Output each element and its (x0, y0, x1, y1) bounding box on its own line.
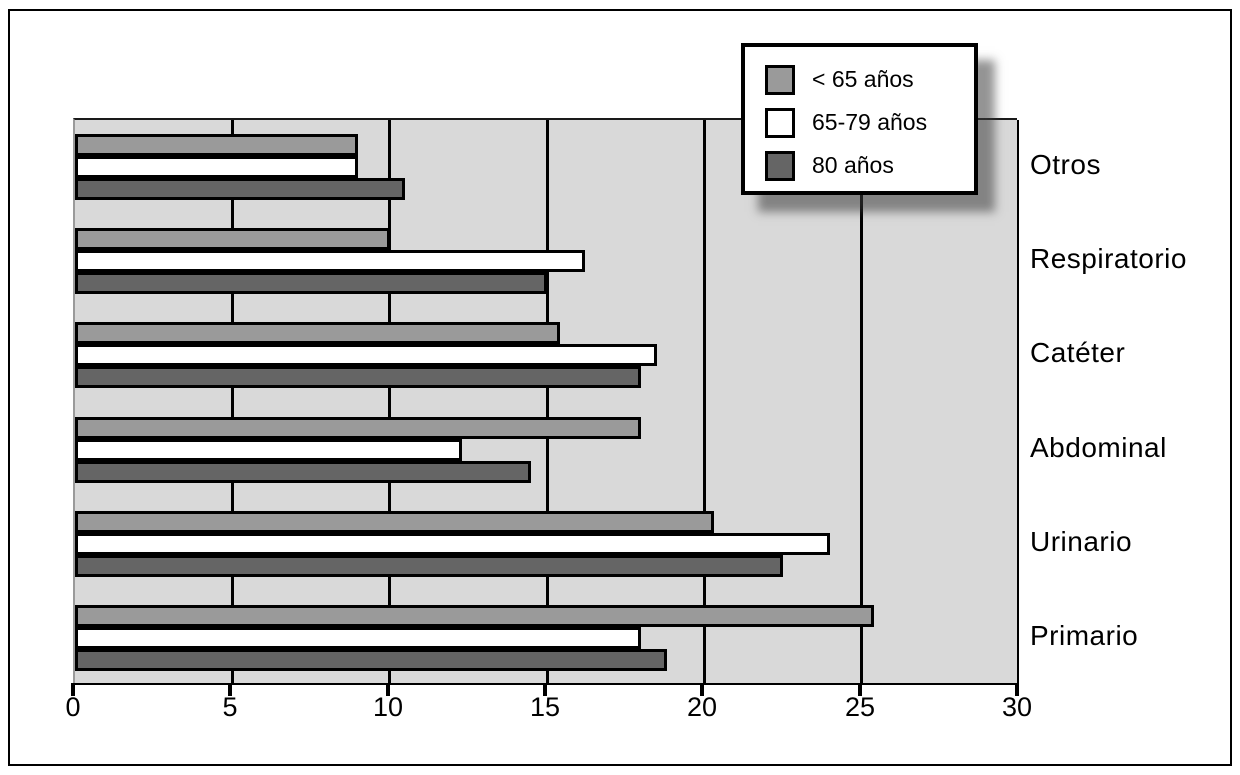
gridline-x-10 (388, 120, 391, 683)
gridline-x-30 (1017, 120, 1019, 683)
x-tick-label-5: 5 (222, 692, 238, 722)
gridline-x-5 (231, 120, 234, 683)
bar-respiratorio-series-1 (75, 250, 585, 272)
bar-respiratorio-series-0 (75, 228, 390, 250)
x-tick-label-0: 0 (65, 692, 81, 722)
category-label-cat-ter: Catéter (1030, 337, 1126, 368)
legend-label: 65-79 años (812, 109, 928, 135)
gridline-x-20 (703, 120, 706, 683)
legend-label: < 65 años (812, 66, 914, 92)
bar-respiratorio-series-2 (75, 272, 547, 294)
bar-abdominal-series-0 (75, 417, 641, 439)
bar-primario-series-1 (75, 627, 641, 649)
category-label-abdominal: Abdominal (1030, 432, 1167, 463)
x-tick-mark-25 (858, 683, 862, 696)
legend-label: 80 años (812, 152, 894, 178)
x-tick-label-25: 25 (844, 692, 876, 722)
category-label-primario: Primario (1030, 620, 1139, 651)
x-tick-label-15: 15 (529, 692, 561, 722)
bar-abdominal-series-2 (75, 461, 531, 483)
legend-swatch-icon (765, 107, 795, 138)
x-tick-mark-20 (700, 683, 704, 696)
legend-row-2: 80 años (765, 144, 974, 187)
bar-otros-series-0 (75, 134, 358, 156)
x-tick-mark-10 (386, 683, 390, 696)
legend-swatch-icon (765, 64, 795, 95)
bar-cat-ter-series-1 (75, 344, 657, 366)
bar-urinario-series-0 (75, 511, 714, 533)
x-tick-label-30: 30 (1001, 692, 1033, 722)
bar-cat-ter-series-2 (75, 366, 641, 388)
x-tick-mark-30 (1015, 683, 1019, 696)
bar-primario-series-2 (75, 649, 667, 671)
legend-row-1: 65-79 años (765, 101, 974, 144)
x-tick-mark-15 (543, 683, 547, 696)
legend: < 65 años 65-79 años 80 años (741, 43, 978, 195)
bar-urinario-series-1 (75, 533, 830, 555)
bar-otros-series-1 (75, 156, 358, 178)
plot-area (73, 118, 1019, 683)
category-label-respiratorio: Respiratorio (1030, 243, 1187, 274)
gridline-x-25 (860, 120, 863, 683)
bar-urinario-series-2 (75, 555, 783, 577)
legend-row-0: < 65 años (765, 58, 974, 101)
legend-swatch-icon (765, 150, 795, 181)
bar-primario-series-0 (75, 605, 874, 627)
bar-otros-series-2 (75, 178, 405, 200)
bar-cat-ter-series-0 (75, 322, 560, 344)
x-tick-mark-0 (71, 683, 75, 696)
category-label-otros: Otros (1030, 149, 1101, 180)
x-tick-label-20: 20 (686, 692, 718, 722)
bar-abdominal-series-1 (75, 439, 462, 461)
x-tick-mark-5 (228, 683, 232, 696)
x-tick-label-10: 10 (372, 692, 404, 722)
gridline-x-15 (546, 120, 549, 683)
category-label-urinario: Urinario (1030, 526, 1133, 557)
